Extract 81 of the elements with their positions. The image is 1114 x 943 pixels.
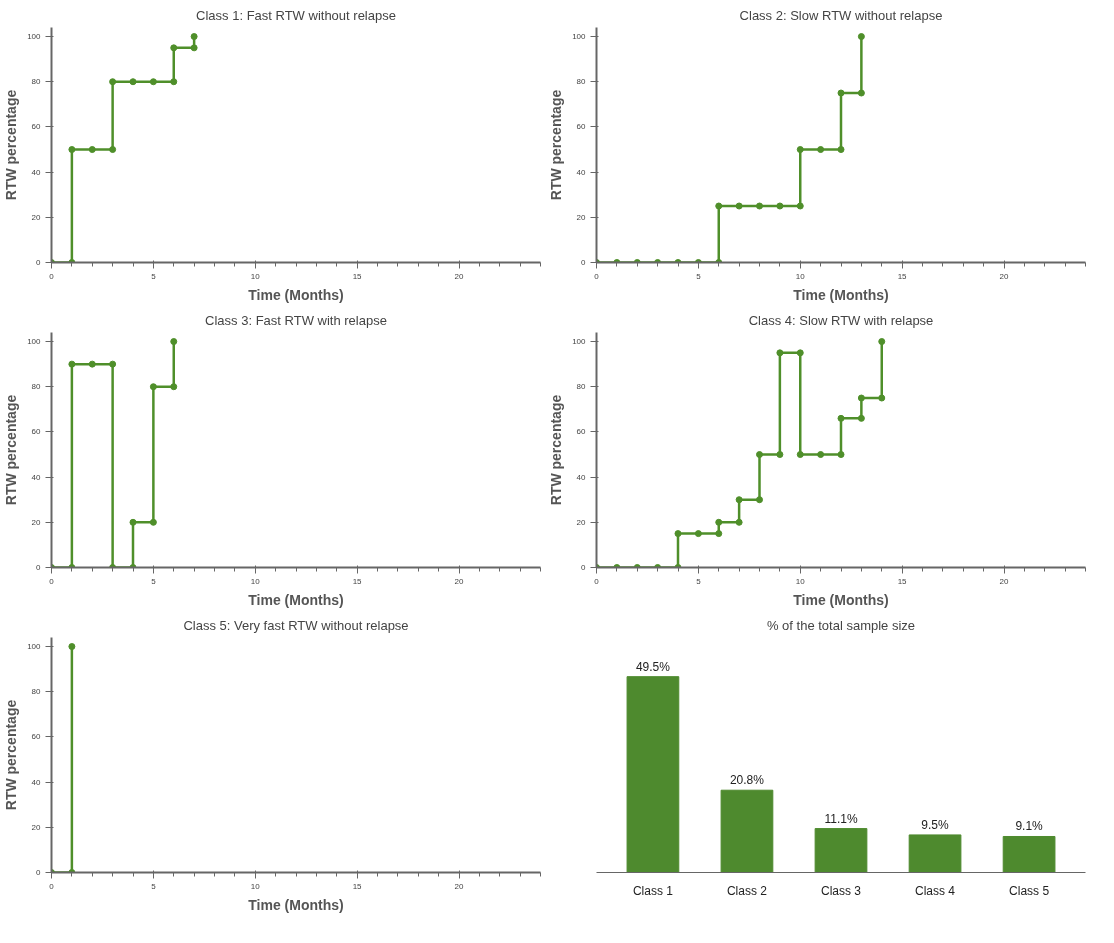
y-tick-label: 80 bbox=[576, 382, 587, 392]
x-tick-label: Class 4 bbox=[915, 883, 956, 898]
y-tick-label: 0 bbox=[36, 868, 42, 877]
y-tick-label: 80 bbox=[31, 687, 42, 697]
x-tick-label: 10 bbox=[250, 576, 261, 586]
x-tick-label: 20 bbox=[999, 271, 1009, 281]
chart-title: Class 5: Very fast RTW without relapse bbox=[183, 617, 409, 633]
data-label: 20.8% bbox=[729, 773, 765, 788]
y-tick-label: 100 bbox=[27, 337, 42, 347]
x-tick-label: 5 bbox=[151, 271, 157, 281]
data-label: 49.5% bbox=[635, 659, 671, 674]
y-tick-label: 40 bbox=[31, 777, 42, 787]
x-tick-label: Class 5 bbox=[1009, 883, 1050, 898]
y-axis-title: RTW percentage bbox=[3, 89, 20, 201]
x-tick-label: 10 bbox=[795, 271, 806, 281]
y-tick-label: 80 bbox=[31, 77, 42, 87]
y-tick-label: 100 bbox=[27, 642, 42, 652]
x-axis-title: Time (Months) bbox=[793, 286, 889, 303]
y-tick-label: 80 bbox=[31, 382, 42, 392]
x-axis-title: Time (Months) bbox=[248, 286, 344, 303]
x-tick-label: 0 bbox=[594, 271, 600, 281]
y-tick-label: 60 bbox=[31, 427, 42, 437]
y-tick-label: 60 bbox=[31, 122, 42, 132]
x-tick-label: 15 bbox=[897, 576, 908, 586]
y-axis-title: RTW percentage bbox=[3, 699, 20, 811]
x-tick-label: 5 bbox=[696, 576, 702, 586]
x-tick-label: 15 bbox=[352, 576, 363, 586]
x-tick-label: 5 bbox=[151, 576, 157, 586]
x-tick-label: 5 bbox=[696, 271, 702, 281]
x-tick-label: 20 bbox=[454, 271, 464, 281]
y-tick-label: 0 bbox=[581, 563, 587, 572]
y-tick-label: 100 bbox=[27, 32, 42, 42]
x-axis-title: Time (Months) bbox=[248, 896, 344, 913]
x-tick-label: 20 bbox=[454, 576, 464, 586]
y-tick-label: 20 bbox=[576, 517, 587, 527]
x-tick-label: 5 bbox=[151, 881, 157, 891]
y-axis-title: RTW percentage bbox=[548, 394, 565, 506]
x-tick-label: 15 bbox=[352, 881, 363, 891]
y-tick-label: 20 bbox=[576, 212, 587, 222]
x-axis-title: Time (Months) bbox=[248, 591, 344, 608]
y-tick-label: 20 bbox=[31, 822, 42, 832]
x-tick-label: 15 bbox=[352, 271, 363, 281]
x-tick-label: 0 bbox=[49, 881, 55, 891]
data-label: 9.5% bbox=[921, 817, 950, 832]
y-tick-label: 0 bbox=[36, 563, 42, 572]
y-tick-label: 100 bbox=[572, 32, 587, 42]
x-tick-label: 10 bbox=[250, 881, 261, 891]
y-tick-label: 40 bbox=[576, 167, 587, 177]
y-tick-label: 40 bbox=[31, 472, 42, 482]
x-tick-label: Class 2 bbox=[726, 883, 768, 898]
y-tick-label: 40 bbox=[31, 167, 42, 177]
y-tick-label: 100 bbox=[572, 337, 587, 347]
data-label: 11.1% bbox=[824, 811, 858, 826]
y-tick-label: 80 bbox=[576, 77, 587, 87]
y-tick-label: 60 bbox=[31, 732, 42, 742]
y-tick-label: 20 bbox=[31, 517, 42, 527]
chart-title: Class 1: Fast RTW without relapse bbox=[196, 7, 396, 23]
y-axis-title: RTW percentage bbox=[3, 394, 20, 506]
x-tick-label: 10 bbox=[250, 271, 261, 281]
y-tick-label: 0 bbox=[581, 258, 587, 267]
x-tick-label: 15 bbox=[897, 271, 908, 281]
y-tick-label: 20 bbox=[31, 212, 42, 222]
y-tick-label: 0 bbox=[36, 258, 42, 267]
y-tick-label: 40 bbox=[576, 472, 587, 482]
chart-title: Class 3: Fast RTW with relapse bbox=[205, 312, 387, 328]
x-tick-label: Class 1 bbox=[632, 883, 674, 898]
y-tick-label: 60 bbox=[576, 122, 587, 132]
x-tick-label: 0 bbox=[49, 576, 55, 586]
x-tick-label: Class 3 bbox=[820, 883, 862, 898]
chart-title: Class 4: Slow RTW with relapse bbox=[748, 312, 934, 328]
y-axis-title: RTW percentage bbox=[548, 89, 565, 201]
y-tick-label: 60 bbox=[576, 427, 587, 437]
chart-title: % of the total sample size bbox=[766, 617, 916, 633]
x-tick-label: 10 bbox=[795, 576, 806, 586]
x-tick-label: 20 bbox=[454, 881, 464, 891]
x-tick-label: 20 bbox=[999, 576, 1009, 586]
x-tick-label: 0 bbox=[49, 271, 55, 281]
data-label: 9.1% bbox=[1015, 819, 1044, 834]
x-tick-label: 0 bbox=[594, 576, 600, 586]
chart-title: Class 2: Slow RTW without relapse bbox=[739, 7, 943, 23]
x-axis-title: Time (Months) bbox=[793, 591, 889, 608]
